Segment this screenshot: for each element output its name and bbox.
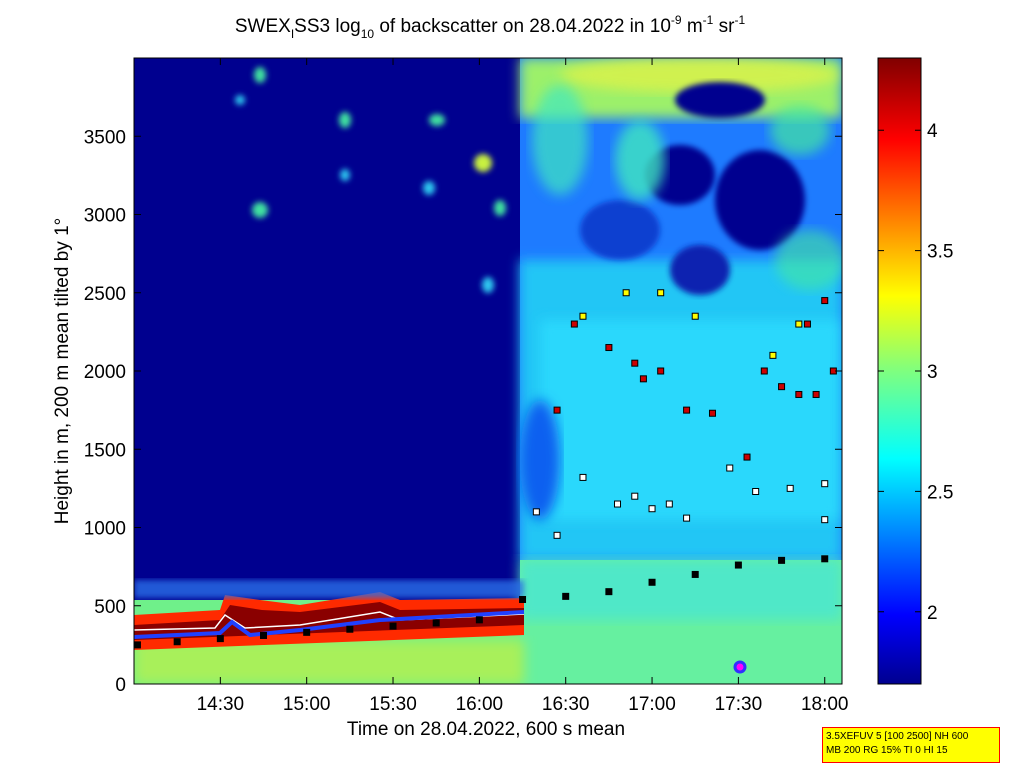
boundary-layer-marker [173,638,181,646]
colorbar-tick-label: 4 [927,121,938,142]
y-tick-label: 2000 [84,362,126,383]
chart-title: SWEXISS3 log10 of backscatter on 28.04.2… [235,13,746,41]
colorbar-ticks: 2 2.5 3 3.5 4 [878,121,953,624]
surface-marker [733,660,747,674]
heatmap-cloud-patches [235,67,506,293]
boundary-layer-marker [821,555,829,563]
cloud-layer-marker [665,500,673,508]
colorbar: 2 2.5 3 3.5 4 [877,57,953,685]
cloud-layer-marker [605,344,613,352]
cloud-layer-marker [795,320,803,328]
cloud-layer-marker [743,453,751,461]
heatmap-right-field [520,58,842,684]
boundary-layer-marker [260,631,268,639]
cloud-layer-marker [778,383,786,391]
footnote-line-1: 3.5XEFUV 5 [100 2500] NH 600 [826,731,969,742]
boundary-layer-marker [691,570,699,578]
boundary-layer-marker [778,556,786,564]
y-tick-label: 1000 [84,519,126,540]
cloud-layer-marker [579,312,587,320]
y-axis-label: Height in m, 200 m mean tilted by 1° [52,218,73,524]
cloud-layer-marker [648,505,656,513]
colorbar-tick-label: 2.5 [927,482,953,503]
y-tick-label: 0 [115,675,126,696]
cloud-layer-marker [691,312,699,320]
settings-footnote: 3.5XEFUV 5 [100 2500] NH 600 MB 200 RG 1… [822,727,1000,763]
cloud-layer-marker [579,473,587,481]
cloud-layer-marker [803,320,811,328]
boundary-layer-marker [432,619,440,627]
cloud-layer-marker [752,488,760,496]
boundary-layer-marker [389,622,397,630]
cloud-layer-marker [657,289,665,297]
cloud-layer-marker [683,406,691,414]
colorbar-gradient [878,58,921,684]
cloud-layer-marker [795,390,803,398]
boundary-layer-marker [346,625,354,633]
boundary-layer-marker [475,616,483,624]
x-axis-label: Time on 28.04.2022, 600 s mean [347,719,625,740]
x-tick-label: 14:30 [197,694,245,715]
cloud-layer-marker [657,367,665,375]
boundary-layer-marker [216,635,224,643]
heatmap-plot-area [134,58,842,684]
cloud-layer-marker [760,367,768,375]
y-tick-label: 2500 [84,284,126,305]
cloud-layer-marker [631,492,639,500]
boundary-layer-marker [734,561,742,569]
cloud-layer-marker [821,480,829,488]
detection-markers [134,289,837,649]
boundary-layer-marker [303,628,311,636]
cloud-layer-marker [639,375,647,383]
x-tick-label: 15:30 [369,694,417,715]
cloud-layer-marker [821,516,829,524]
cloud-layer-marker [683,514,691,522]
boundary-layer-marker [648,578,656,586]
cloud-layer-marker [631,359,639,367]
x-tick-label: 18:00 [801,694,849,715]
x-tick-label: 16:30 [542,694,590,715]
heatmap-boundary-layer [134,560,842,684]
colorbar-tick-label: 3 [927,362,938,383]
y-tick-label: 500 [94,597,126,618]
cloud-layer-marker [821,297,829,305]
colorbar-tick-label: 2 [927,603,938,624]
cloud-layer-marker [812,390,820,398]
footnote-line-2: MB 200 RG 15% TI 0 HI 15 [826,745,948,756]
x-tick-label: 17:30 [715,694,763,715]
cloud-layer-marker [553,531,561,539]
cloud-layer-marker [769,351,777,359]
y-tick-label: 1500 [84,440,126,461]
cloud-layer-marker [726,464,734,472]
y-axis: 0 500 1000 1500 2000 2500 3000 3500 [84,127,842,696]
colorbar-tick-label: 3.5 [927,242,953,263]
x-tick-label: 17:00 [628,694,676,715]
y-tick-label: 3500 [84,127,126,148]
cloud-layer-marker [532,508,540,516]
boundary-layer-marker [134,641,141,649]
cloud-layer-marker [622,289,630,297]
x-axis: 14:30 15:00 15:30 16:00 16:30 17:00 17:30 18:00 [197,58,849,715]
boundary-layer-marker [605,588,613,596]
x-tick-label: 16:00 [456,694,504,715]
cloud-layer-marker [786,484,794,492]
y-tick-label: 3000 [84,206,126,227]
boundary-layer-marker [562,592,570,600]
cloud-layer-marker [553,406,561,414]
boundary-layer-marker [519,595,527,603]
x-tick-label: 15:00 [283,694,331,715]
cloud-layer-marker [614,500,622,508]
cloud-layer-marker [570,320,578,328]
cloud-layer-marker [708,409,716,417]
